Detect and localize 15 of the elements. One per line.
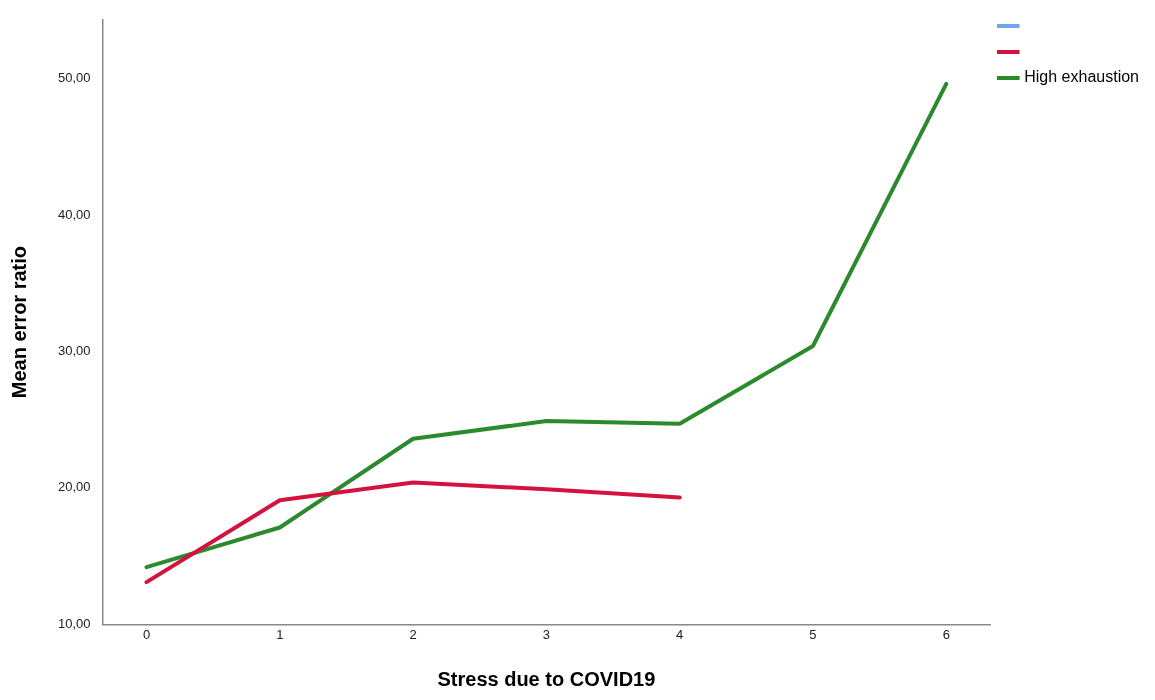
x-tick-label: 0 xyxy=(142,626,151,642)
x-tick-label: 6 xyxy=(942,626,950,642)
legend-label: High exhaustion xyxy=(1024,68,1140,86)
x-tick-label: 3 xyxy=(542,626,551,642)
x-tick-label: 1 xyxy=(276,626,284,642)
y-axis-title: Mean error ratio xyxy=(7,245,30,399)
y-tick-label: 40,00 xyxy=(57,206,91,222)
y-tick-label: 10,00 xyxy=(57,615,91,631)
y-tick-label: 20,00 xyxy=(57,479,91,495)
x-tick-label: 2 xyxy=(409,626,417,642)
x-tick-label: 4 xyxy=(676,626,684,642)
y-tick-label: 50,00 xyxy=(57,70,91,86)
x-tick-label: 5 xyxy=(809,626,817,642)
x-axis-title: Stress due to COVID19 xyxy=(437,667,656,690)
y-tick-label: 30,00 xyxy=(57,343,91,359)
